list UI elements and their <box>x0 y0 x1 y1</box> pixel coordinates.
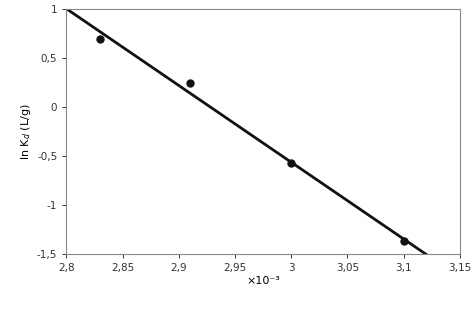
Y-axis label: ln K$_d$ (L/g): ln K$_d$ (L/g) <box>19 104 33 160</box>
Point <box>186 80 194 85</box>
Point <box>287 161 295 166</box>
Point <box>96 36 104 41</box>
X-axis label: ×10⁻³: ×10⁻³ <box>246 276 280 286</box>
Point <box>400 239 407 244</box>
